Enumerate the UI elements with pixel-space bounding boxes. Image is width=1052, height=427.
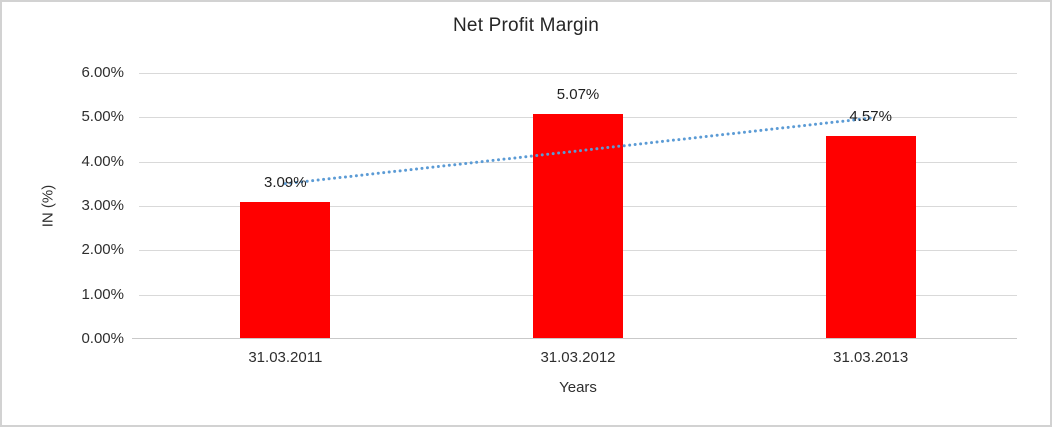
bar — [533, 114, 623, 339]
plot-area — [132, 73, 1017, 339]
chart-title: Net Profit Margin — [453, 15, 599, 36]
data-label: 4.57% — [849, 108, 892, 126]
y-tick-label: 5.00% — [81, 108, 124, 126]
y-tick-label: 1.00% — [81, 285, 124, 303]
y-tick-label: 4.00% — [81, 152, 124, 170]
y-tick-label: 6.00% — [81, 64, 124, 81]
x-tick-label: 31.03.2012 — [540, 349, 616, 366]
data-label: 5.07% — [556, 86, 600, 104]
x-axis-title: Years — [559, 379, 597, 396]
x-axis-line — [132, 338, 1017, 339]
gridline — [139, 73, 1017, 74]
bar — [240, 202, 331, 339]
y-tick-label: 0.00% — [81, 330, 124, 347]
x-tick-label: 31.03.2013 — [833, 349, 909, 366]
bar — [825, 136, 916, 339]
y-tick-label: 3.00% — [81, 197, 124, 214]
trendline — [283, 116, 873, 186]
data-label: 3.09% — [264, 174, 307, 191]
y-tick-label: 2.00% — [81, 241, 124, 259]
x-tick-label: 31.03.2011 — [248, 349, 323, 366]
